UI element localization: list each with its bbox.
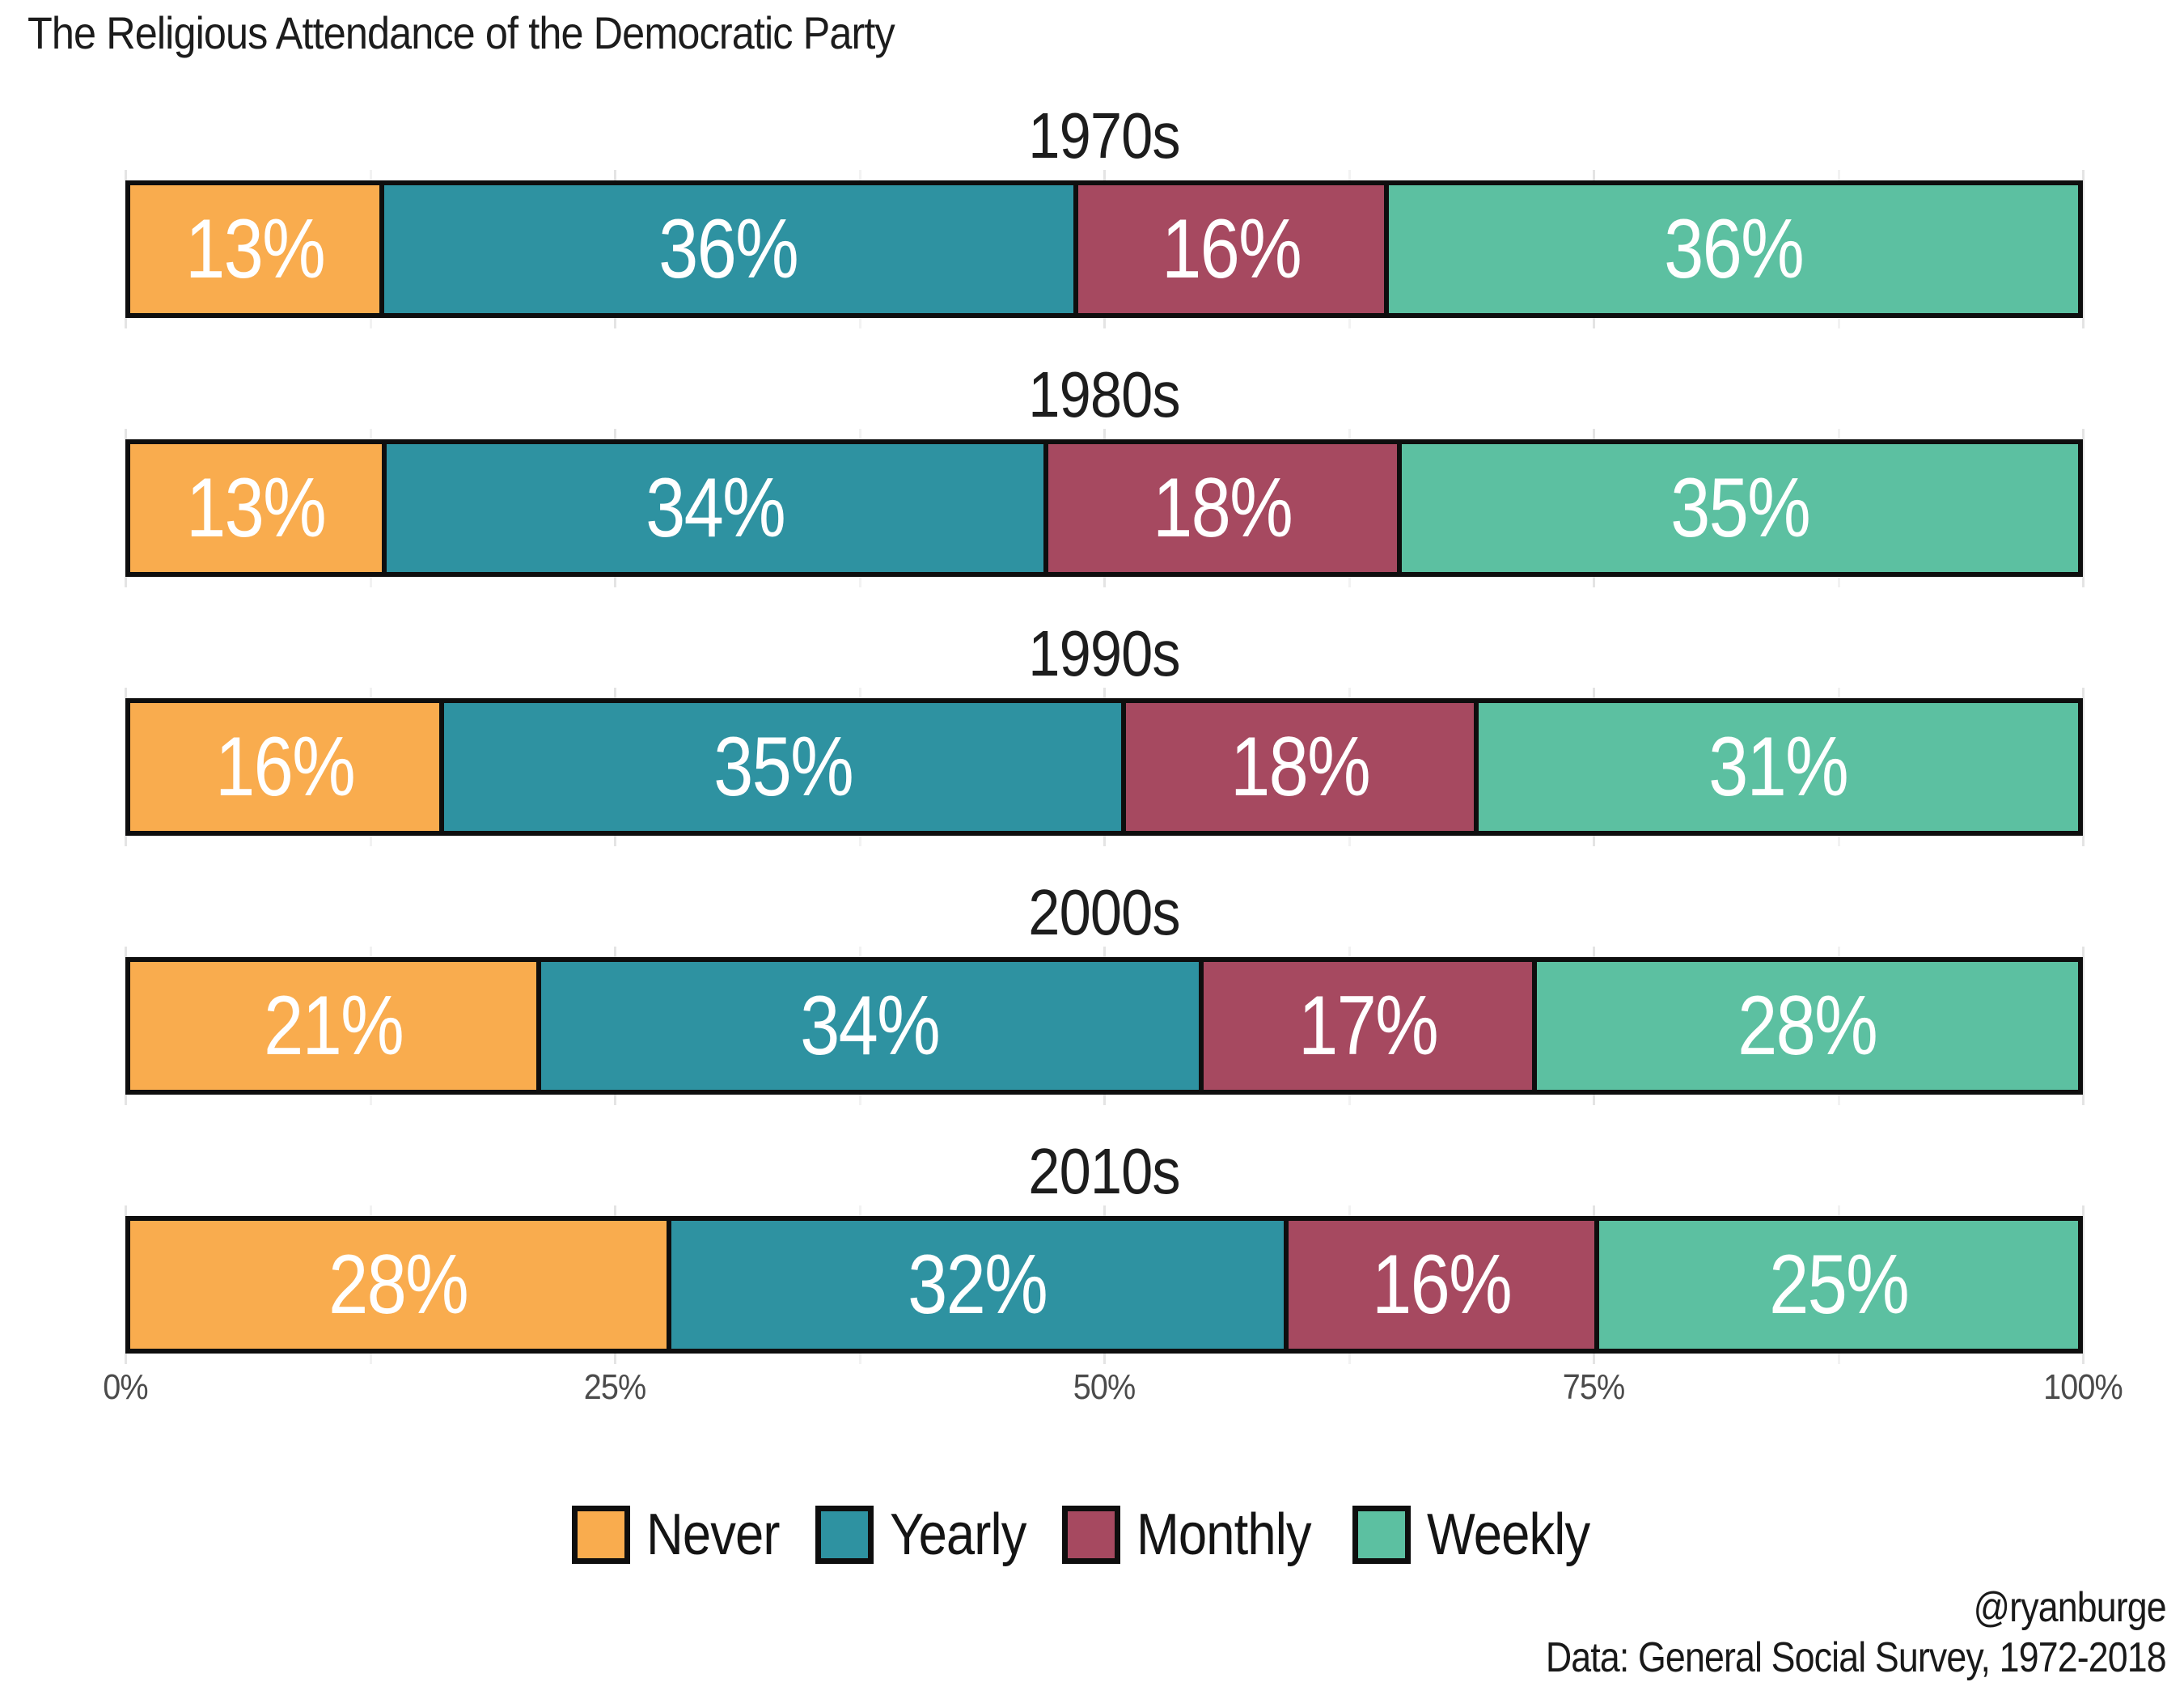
- legend-swatch-yearly: [815, 1506, 874, 1564]
- legend-item-never: Never: [571, 1502, 798, 1568]
- bar-row-1990s: 16% 35% 18% 31%: [125, 698, 2083, 836]
- facet-label-1980s: 1980s: [1028, 358, 1180, 430]
- legend-swatch-monthly: [1062, 1506, 1121, 1564]
- bar-segment-monthly: 16%: [1288, 1221, 1600, 1349]
- bar-segment-value: 35%: [1670, 461, 1811, 555]
- bar-segment-value: 16%: [215, 720, 356, 814]
- legend-swatch-weekly: [1352, 1506, 1412, 1564]
- gridline-major: [2082, 688, 2085, 846]
- x-tick-label: 50%: [1073, 1367, 1136, 1407]
- bar-segment-value: 25%: [1769, 1238, 1910, 1332]
- bar-segment-value: 34%: [645, 461, 786, 555]
- bar-row-2000s: 21% 34% 17% 28%: [125, 957, 2083, 1095]
- bar-row-2010s: 28% 32% 16% 25%: [125, 1216, 2083, 1354]
- bar-segment-weekly: 28%: [1536, 962, 2078, 1090]
- bar-segment-value: 36%: [658, 202, 800, 296]
- bar-segment-value: 18%: [1230, 720, 1371, 814]
- legend-label: Never: [645, 1502, 780, 1567]
- bar-segment-yearly: 32%: [671, 1221, 1289, 1349]
- bar-segment-value: 16%: [1161, 202, 1302, 296]
- bar-segment-yearly: 36%: [383, 185, 1078, 313]
- x-tick-label: 75%: [1562, 1367, 1625, 1407]
- credit-source: Data: General Social Survey, 1972-2018: [1546, 1634, 2167, 1681]
- bar-segment-never: 16%: [130, 703, 445, 831]
- gridline-major: [2082, 947, 2085, 1105]
- bar-segment-never: 13%: [130, 444, 387, 572]
- bar-segment-value: 28%: [1737, 979, 1878, 1073]
- bar-segment-value: 17%: [1297, 979, 1439, 1073]
- bar-segment-monthly: 18%: [1125, 703, 1479, 831]
- facet-panel-2010s: 28% 32% 16% 25%: [125, 1205, 2085, 1364]
- bar-segment-never: 21%: [130, 962, 541, 1090]
- facet-panel-1990s: 16% 35% 18% 31%: [125, 688, 2085, 846]
- bar-segment-never: 13%: [130, 185, 384, 313]
- legend-label: Yearly: [889, 1502, 1026, 1567]
- bar-segment-monthly: 18%: [1048, 444, 1402, 572]
- bar-segment-weekly: 35%: [1401, 444, 2078, 572]
- facet-panel-1970s: 13% 36% 16% 36%: [125, 170, 2085, 328]
- bar-segment-never: 28%: [130, 1221, 671, 1349]
- credits: @ryanburge Data: General Social Survey, …: [1546, 1582, 2167, 1683]
- bar-segment-monthly: 17%: [1203, 962, 1537, 1090]
- bar-segment-value: 36%: [1664, 202, 1805, 296]
- bar-segment-yearly: 34%: [386, 444, 1049, 572]
- bar-segment-value: 35%: [713, 720, 854, 814]
- gridline-major: [2082, 429, 2085, 587]
- legend-label: Monthly: [1136, 1502, 1312, 1567]
- x-tick-label: 0%: [103, 1367, 148, 1407]
- legend-item-yearly: Yearly: [815, 1502, 1044, 1568]
- bar-segment-value: 13%: [184, 202, 326, 296]
- legend-item-weekly: Weekly: [1352, 1502, 1612, 1568]
- bar-segment-monthly: 16%: [1077, 185, 1390, 313]
- bar-segment-weekly: 36%: [1389, 185, 2078, 313]
- bar-segment-yearly: 35%: [444, 703, 1126, 831]
- x-axis: 0% 25% 50% 75% 100%: [103, 1367, 2123, 1413]
- legend-item-monthly: Monthly: [1062, 1502, 1335, 1568]
- x-tick-label: 25%: [583, 1367, 646, 1407]
- legend-swatch-never: [571, 1506, 630, 1564]
- bar-segment-value: 32%: [908, 1238, 1048, 1332]
- bar-segment-value: 18%: [1153, 461, 1293, 555]
- bar-segment-yearly: 34%: [540, 962, 1204, 1090]
- bar-row-1970s: 13% 36% 16% 36%: [125, 180, 2083, 318]
- facet-label-1990s: 1990s: [1028, 617, 1180, 689]
- bar-row-1980s: 13% 34% 18% 35%: [125, 439, 2083, 577]
- facet-panel-1980s: 13% 34% 18% 35%: [125, 429, 2085, 587]
- bar-segment-weekly: 31%: [1479, 703, 2079, 831]
- bar-segment-value: 28%: [328, 1238, 469, 1332]
- facet-label-1970s: 1970s: [1028, 100, 1180, 172]
- facet-label-2010s: 2010s: [1028, 1135, 1180, 1207]
- facet-panel-2000s: 21% 34% 17% 28%: [125, 947, 2085, 1105]
- x-tick-label: 100%: [2043, 1367, 2123, 1407]
- bar-segment-value: 16%: [1372, 1238, 1513, 1332]
- gridline-major: [2082, 170, 2085, 328]
- bar-segment-value: 31%: [1708, 720, 1850, 814]
- bar-segment-weekly: 25%: [1599, 1221, 2078, 1349]
- bar-segment-value: 34%: [800, 979, 941, 1073]
- bar-segment-value: 13%: [186, 461, 327, 555]
- facet-label-2000s: 2000s: [1028, 876, 1180, 948]
- legend-label: Weekly: [1427, 1502, 1590, 1567]
- bar-segment-value: 21%: [264, 979, 404, 1073]
- credit-handle: @ryanburge: [1973, 1584, 2167, 1631]
- gridline-major: [2082, 1205, 2085, 1364]
- legend: Never Yearly Monthly Weekly: [0, 1502, 2184, 1568]
- chart-title: The Religious Attendance of the Democrat…: [28, 7, 895, 58]
